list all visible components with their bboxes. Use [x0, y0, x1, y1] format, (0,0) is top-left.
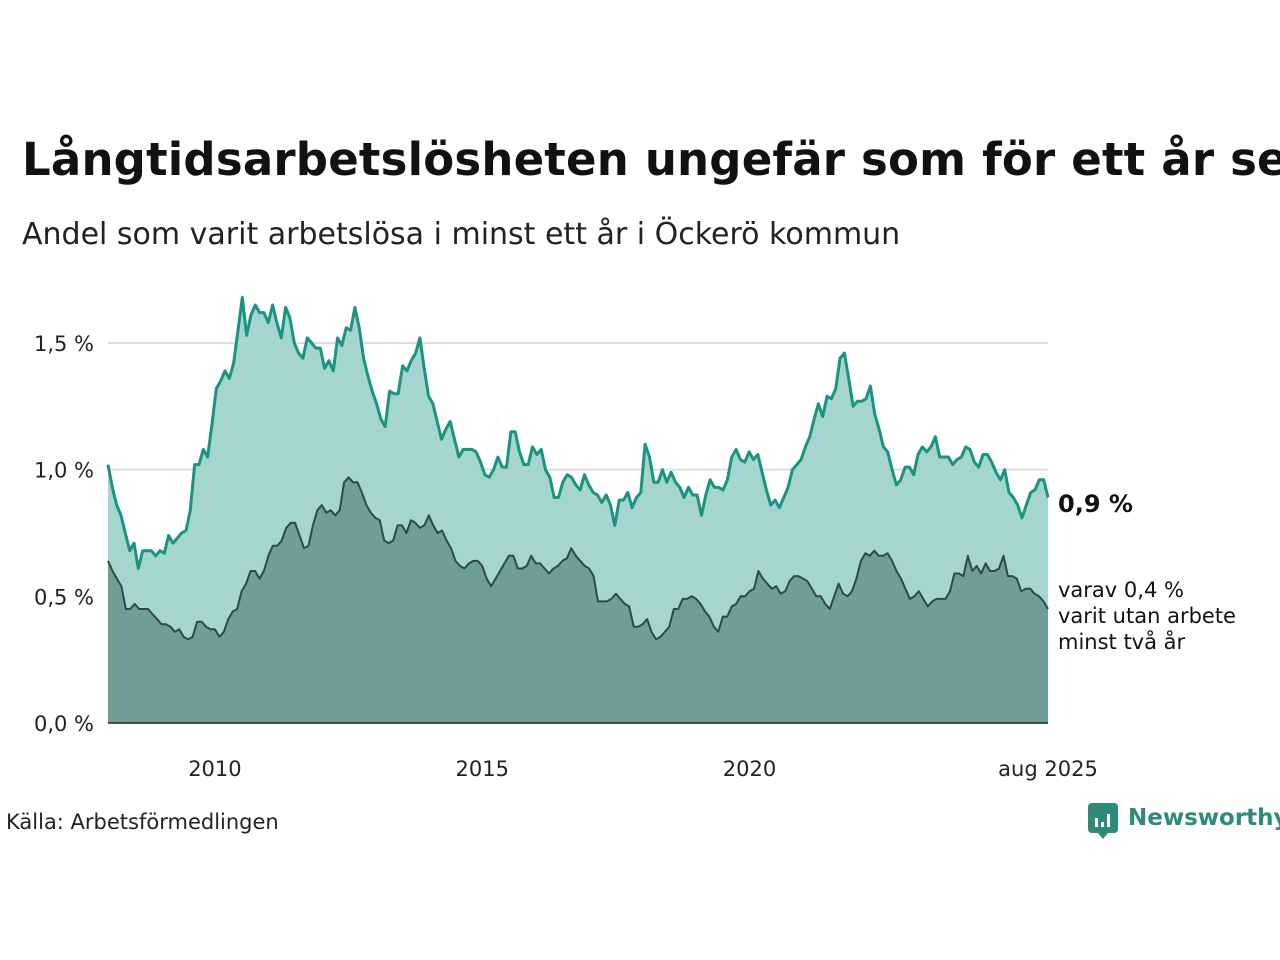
end-label-long-line: varav 0,4 % — [1058, 578, 1184, 602]
line-total — [106, 295, 1050, 570]
y-tick-label: 0,5 % — [34, 585, 94, 609]
area-long — [108, 477, 1048, 723]
y-tick-label: 0,0 % — [34, 712, 94, 736]
end-label-long-line: varit utan arbete — [1058, 604, 1236, 628]
y-tick-label: 1,0 % — [34, 459, 94, 483]
end-label-total: 0,9 % — [1058, 490, 1133, 518]
series-areas — [108, 297, 1048, 723]
source-note: Källa: Arbetsförmedlingen — [6, 810, 279, 834]
x-axis-tick-labels: 2010 2015 2020 aug 2025 — [188, 757, 1098, 781]
newsworthy-logo[interactable]: Newsworthy — [1088, 803, 1280, 839]
y-axis-tick-labels: 0,0 % 0,5 % 1,0 % 1,5 % — [34, 332, 94, 736]
x-tick-label: 2020 — [723, 757, 776, 781]
newsworthy-logo-icon — [1088, 803, 1118, 839]
end-label-long-line: minst två år — [1058, 629, 1186, 654]
x-tick-label: 2015 — [455, 757, 508, 781]
chart-subtitle: Andel som varit arbetslösa i minst ett å… — [22, 217, 901, 252]
series-lines — [106, 295, 1050, 724]
newsworthy-logo-text: Newsworthy — [1128, 805, 1280, 831]
x-tick-label: 2010 — [188, 757, 241, 781]
y-tick-label: 1,5 % — [34, 332, 94, 356]
chart-title: Långtidsarbetslösheten ungefär som för e… — [22, 133, 1280, 186]
x-tick-label: aug 2025 — [998, 757, 1098, 781]
line-long — [107, 476, 1049, 641]
